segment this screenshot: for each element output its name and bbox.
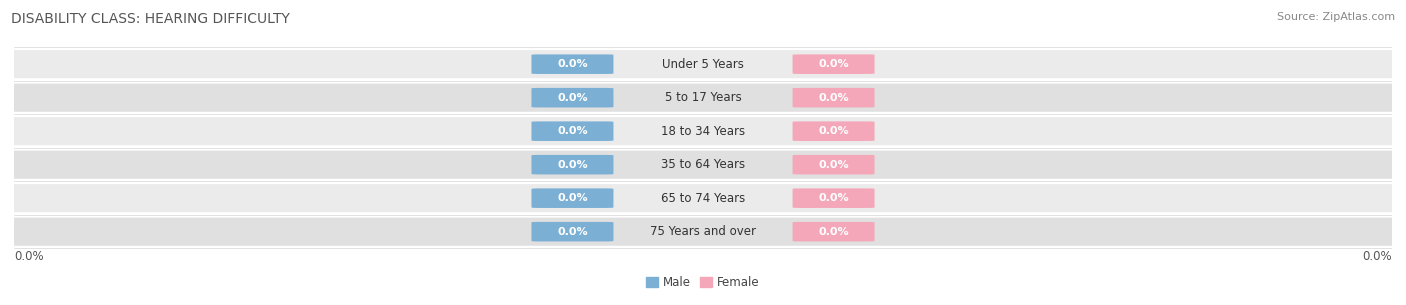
FancyBboxPatch shape [0, 217, 1406, 246]
Text: 0.0%: 0.0% [557, 93, 588, 103]
Text: DISABILITY CLASS: HEARING DIFFICULTY: DISABILITY CLASS: HEARING DIFFICULTY [11, 12, 290, 26]
FancyBboxPatch shape [531, 155, 613, 174]
Text: 0.0%: 0.0% [818, 193, 849, 203]
Text: 0.0%: 0.0% [14, 250, 44, 263]
FancyBboxPatch shape [793, 54, 875, 74]
Text: Source: ZipAtlas.com: Source: ZipAtlas.com [1277, 12, 1395, 22]
FancyBboxPatch shape [793, 222, 875, 242]
FancyBboxPatch shape [793, 155, 875, 174]
Text: 0.0%: 0.0% [818, 227, 849, 237]
FancyBboxPatch shape [531, 54, 613, 74]
FancyBboxPatch shape [0, 84, 1406, 112]
FancyBboxPatch shape [0, 50, 1406, 78]
Text: 0.0%: 0.0% [557, 227, 588, 237]
Text: 0.0%: 0.0% [557, 126, 588, 136]
Text: 75 Years and over: 75 Years and over [650, 225, 756, 238]
FancyBboxPatch shape [531, 88, 613, 107]
FancyBboxPatch shape [0, 151, 1406, 179]
FancyBboxPatch shape [793, 188, 875, 208]
Text: 35 to 64 Years: 35 to 64 Years [661, 158, 745, 171]
Text: 0.0%: 0.0% [557, 160, 588, 170]
Text: 0.0%: 0.0% [1362, 250, 1392, 263]
Text: 0.0%: 0.0% [818, 59, 849, 69]
Text: 0.0%: 0.0% [818, 160, 849, 170]
FancyBboxPatch shape [531, 222, 613, 242]
Text: Under 5 Years: Under 5 Years [662, 58, 744, 71]
FancyBboxPatch shape [0, 117, 1406, 145]
FancyBboxPatch shape [531, 188, 613, 208]
FancyBboxPatch shape [0, 184, 1406, 212]
Text: 65 to 74 Years: 65 to 74 Years [661, 192, 745, 205]
Text: 0.0%: 0.0% [557, 193, 588, 203]
FancyBboxPatch shape [531, 121, 613, 141]
FancyBboxPatch shape [793, 121, 875, 141]
Text: 0.0%: 0.0% [557, 59, 588, 69]
Text: 0.0%: 0.0% [818, 126, 849, 136]
FancyBboxPatch shape [793, 88, 875, 107]
Text: 0.0%: 0.0% [818, 93, 849, 103]
Text: 18 to 34 Years: 18 to 34 Years [661, 125, 745, 138]
Text: 5 to 17 Years: 5 to 17 Years [665, 91, 741, 104]
Legend: Male, Female: Male, Female [647, 276, 759, 289]
